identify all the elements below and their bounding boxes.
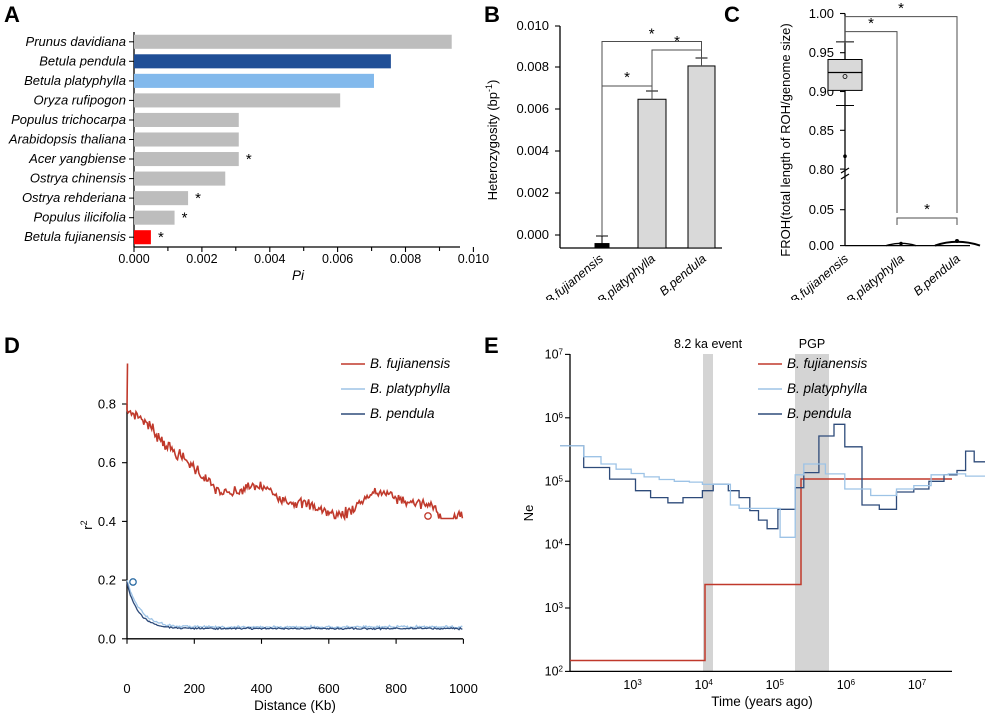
svg-text:104: 104 bbox=[545, 537, 564, 552]
svg-text:Time (years ago): Time (years ago) bbox=[711, 694, 813, 709]
svg-text:B. fujianensis: B. fujianensis bbox=[787, 356, 868, 371]
svg-text:105: 105 bbox=[545, 474, 564, 489]
svg-text:B. platyphylla: B. platyphylla bbox=[787, 381, 868, 396]
svg-text:102: 102 bbox=[545, 664, 564, 679]
svg-text:8.2 ka event: 8.2 ka event bbox=[674, 337, 743, 351]
svg-text:107: 107 bbox=[908, 678, 927, 693]
svg-text:Ne: Ne bbox=[521, 505, 536, 522]
svg-text:104: 104 bbox=[695, 678, 714, 693]
svg-text:103: 103 bbox=[545, 601, 564, 616]
svg-text:PGP: PGP bbox=[799, 337, 825, 351]
svg-text:105: 105 bbox=[766, 678, 785, 693]
svg-text:107: 107 bbox=[545, 347, 564, 362]
svg-text:106: 106 bbox=[837, 678, 856, 693]
svg-text:106: 106 bbox=[545, 410, 564, 425]
svg-text:B. pendula: B. pendula bbox=[787, 406, 852, 421]
svg-text:103: 103 bbox=[623, 678, 642, 693]
